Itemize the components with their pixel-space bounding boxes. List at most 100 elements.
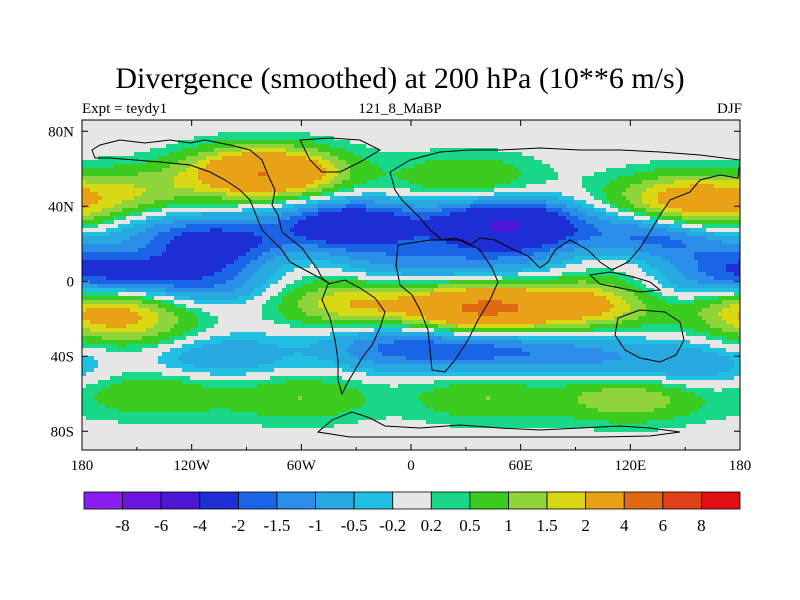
field-cell (114, 224, 119, 229)
field-cell (514, 136, 519, 141)
field-cell (146, 220, 151, 225)
field-cell (310, 132, 315, 137)
field-cell (682, 188, 687, 193)
field-cell (710, 188, 715, 193)
field-cell (242, 228, 247, 233)
field-cell (406, 160, 411, 165)
field-cell (582, 180, 587, 185)
field-cell (406, 128, 411, 133)
field-cell (634, 196, 639, 201)
field-cell (126, 148, 131, 153)
field-cell (162, 240, 167, 245)
field-cell (462, 220, 467, 225)
field-cell (278, 196, 283, 201)
field-cell (458, 176, 463, 181)
field-cell (438, 216, 443, 221)
field-cell (598, 220, 603, 225)
field-cell (142, 164, 147, 169)
field-cell (534, 160, 539, 165)
field-cell (662, 180, 667, 185)
field-cell (706, 128, 711, 133)
field-cell (690, 168, 695, 173)
field-cell (378, 172, 383, 177)
field-cell (638, 120, 643, 125)
field-cell (622, 160, 627, 165)
field-cell (614, 176, 619, 181)
field-cell (394, 148, 399, 153)
field-cell (490, 140, 495, 145)
field-cell (182, 160, 187, 165)
field-cell (674, 180, 679, 185)
field-cell (506, 128, 511, 133)
field-cell (186, 152, 191, 157)
field-cell (478, 212, 483, 217)
field-cell (542, 124, 547, 129)
field-cell (722, 200, 727, 205)
field-cell (530, 236, 535, 241)
field-cell (722, 196, 727, 201)
field-cell (226, 240, 231, 245)
field-cell (498, 192, 503, 197)
field-cell (154, 208, 159, 213)
field-cell (278, 232, 283, 237)
field-cell (470, 184, 475, 189)
field-cell (462, 212, 467, 217)
field-cell (282, 228, 287, 233)
field-cell (638, 140, 643, 145)
field-cell (470, 124, 475, 129)
field-cell (518, 168, 523, 173)
field-cell (262, 228, 267, 233)
field-cell (130, 216, 135, 221)
field-cell (722, 132, 727, 137)
field-cell (170, 236, 175, 241)
field-cell (98, 212, 103, 217)
field-cell (142, 156, 147, 161)
field-cell (538, 132, 543, 137)
field-cell (430, 196, 435, 201)
field-cell (302, 212, 307, 217)
field-cell (430, 232, 435, 237)
field-cell (674, 156, 679, 161)
field-cell (462, 196, 467, 201)
field-cell (210, 224, 215, 229)
field-cell (82, 160, 87, 165)
field-cell (718, 212, 723, 217)
field-cell (214, 168, 219, 173)
field-cell (582, 216, 587, 221)
field-cell (130, 180, 135, 185)
field-cell (426, 176, 431, 181)
field-cell (446, 160, 451, 165)
field-cell (198, 196, 203, 201)
field-cell (330, 236, 335, 241)
field-cell (510, 228, 515, 233)
field-cell (126, 240, 131, 245)
field-cell (554, 132, 559, 137)
field-cell (522, 168, 527, 173)
field-cell (334, 216, 339, 221)
field-cell (254, 148, 259, 153)
field-cell (418, 120, 423, 125)
field-cell (274, 156, 279, 161)
field-cell (738, 188, 741, 193)
field-cell (686, 236, 691, 241)
field-cell (286, 176, 291, 181)
field-cell (158, 128, 163, 133)
field-cell (234, 212, 239, 217)
field-cell (510, 132, 515, 137)
field-cell (502, 204, 507, 209)
field-cell (398, 188, 403, 193)
field-cell (546, 236, 551, 241)
field-cell (298, 228, 303, 233)
field-cell (490, 128, 495, 133)
field-cell (674, 192, 679, 197)
field-cell (506, 200, 511, 205)
field-cell (110, 236, 115, 241)
field-cell (378, 156, 383, 161)
field-cell (182, 124, 187, 129)
field-cell (210, 240, 215, 245)
field-cell (610, 172, 615, 177)
field-cell (550, 160, 555, 165)
field-cell (654, 144, 659, 149)
field-cell (578, 168, 583, 173)
field-cell (658, 156, 663, 161)
